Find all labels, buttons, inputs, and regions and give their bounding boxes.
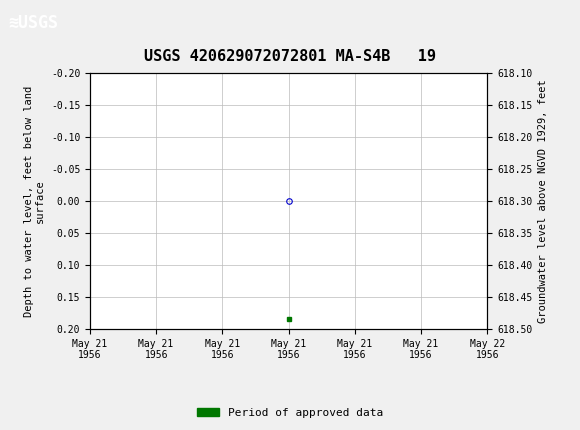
Text: USGS 420629072072801 MA-S4B   19: USGS 420629072072801 MA-S4B 19: [144, 49, 436, 64]
Y-axis label: Groundwater level above NGVD 1929, feet: Groundwater level above NGVD 1929, feet: [538, 79, 548, 323]
Text: ≋USGS: ≋USGS: [9, 14, 59, 31]
Y-axis label: Depth to water level, feet below land
surface: Depth to water level, feet below land su…: [24, 86, 45, 316]
Legend: Period of approved data: Period of approved data: [193, 403, 387, 422]
